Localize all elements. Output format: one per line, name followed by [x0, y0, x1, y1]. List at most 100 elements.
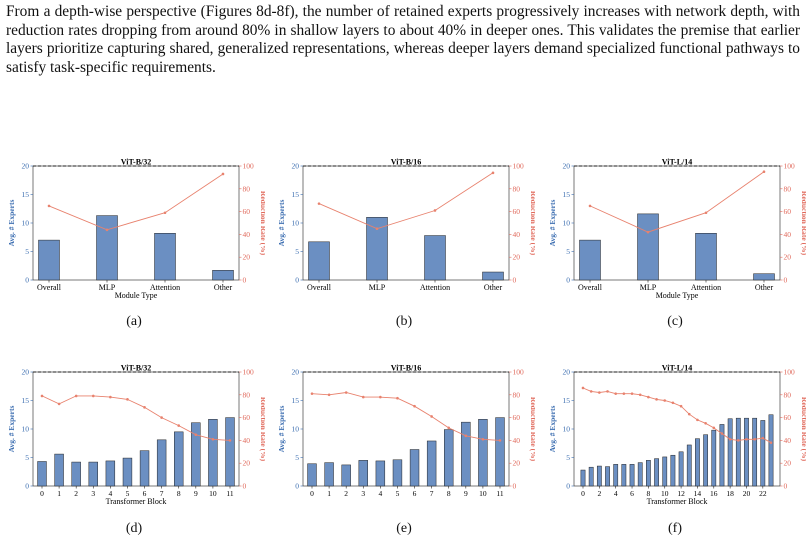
x-tick-label: 16	[710, 489, 718, 498]
x-tick-label: 6	[143, 489, 147, 498]
bar-11	[670, 454, 676, 487]
y2-axis-label: Reduction Rate (%)	[529, 191, 535, 256]
bar-Overall	[579, 239, 601, 281]
reduction-rate-point-16	[712, 426, 716, 430]
bar-Attention	[424, 235, 446, 281]
x-tick-label: 10	[661, 489, 669, 498]
y2-tick-label: 80	[784, 184, 792, 193]
x-tick-label: 6	[413, 489, 417, 498]
y2-tick-label: 40	[784, 436, 792, 445]
y2-tick-label: 40	[784, 230, 792, 239]
y2-tick-label: 60	[513, 207, 521, 216]
reduction-rate-point-1	[327, 393, 331, 397]
reduction-rate-point-Attention	[433, 209, 437, 212]
y-tick-label: 0	[25, 276, 29, 285]
x-tick-label: Other	[755, 283, 774, 292]
x-tick-label: Overall	[37, 283, 62, 292]
reduction-rate-point-Attention	[704, 211, 708, 215]
x-tick-label: Overall	[307, 283, 332, 292]
chart-panel-b: ViT-B/16 0 5 10 15 20 0 20 40 60 80 100 Overall MLP At…	[270, 158, 538, 308]
reduction-rate-point-2	[344, 391, 348, 394]
y-tick-label: 10	[22, 219, 30, 228]
reduction-rate-line	[311, 392, 501, 441]
bar-8	[174, 431, 184, 487]
chart-svg-f: ViT-L/14 0 5 10 15 20 0 20 40 60 80 100 0 2 4 6 8 10 12 14 1…	[548, 364, 806, 507]
bar-9	[654, 458, 659, 487]
y2-tick-label: 20	[513, 459, 521, 468]
reduction-rate-point-4	[614, 392, 617, 395]
y-tick-label: 10	[292, 219, 300, 228]
x-tick-label: 8	[447, 489, 451, 498]
y2-tick-label: 0	[784, 276, 788, 285]
x-tick-label: 8	[177, 489, 181, 498]
bar-2	[596, 465, 602, 487]
bar-Overall	[38, 239, 60, 281]
reduction-rate-point-12	[679, 404, 683, 408]
y2-tick-label: 0	[784, 482, 788, 491]
y2-tick-label: 100	[513, 368, 525, 377]
bar-15	[703, 434, 708, 487]
x-tick-label: 20	[743, 489, 751, 498]
bar-6	[409, 449, 420, 487]
y2-tick-label: 0	[513, 482, 517, 491]
bar-0	[37, 461, 47, 487]
x-tick-label: 11	[226, 489, 233, 498]
bar-Other	[753, 273, 775, 281]
y-axis-label: Avg. # Experts	[7, 406, 16, 453]
plot-frame	[573, 165, 781, 281]
x-tick-label: 1	[57, 489, 61, 498]
bar-3	[358, 460, 368, 487]
x-axis-label: Module Type	[115, 291, 158, 300]
bar-8	[444, 429, 454, 487]
x-tick-label: 5	[126, 489, 130, 498]
reduction-rate-point-7	[160, 416, 163, 419]
reduction-rate-point-8	[647, 395, 650, 399]
bar-8	[646, 460, 651, 487]
bar-0	[580, 469, 586, 487]
reduction-rate-point-1	[57, 402, 61, 406]
x-tick-label: Attention	[691, 283, 721, 292]
x-tick-label: 8	[647, 489, 651, 498]
x-tick-label: 2	[597, 489, 601, 498]
y-tick-label: 5	[295, 247, 299, 256]
reduction-rate-point-Overall	[588, 204, 592, 208]
reduction-rate-point-15	[704, 422, 707, 425]
bar-22	[760, 420, 766, 487]
bar-5	[621, 464, 627, 487]
bar-MLP	[637, 213, 659, 281]
x-tick-label: Other	[484, 283, 503, 292]
bar-5	[392, 459, 403, 487]
chart-title: ViT-B/32	[121, 364, 152, 373]
x-tick-label: 0	[40, 489, 44, 498]
y2-tick-label: 100	[513, 162, 525, 171]
reduction-rate-point-MLP	[375, 227, 379, 230]
y2-tick-label: 100	[784, 162, 796, 171]
plot-frame	[573, 371, 781, 487]
y2-tick-label: 20	[784, 459, 792, 468]
chart-svg-c: ViT-L/14 0 5 10 15 20 0 20 40 60 80 100 Overall MLP At…	[548, 158, 806, 301]
bar-11	[225, 417, 235, 487]
reduction-rate-point-5	[622, 392, 626, 395]
bar-10	[478, 419, 488, 487]
x-tick-label: MLP	[640, 283, 657, 292]
reduction-rate-point-14	[696, 418, 699, 422]
y2-tick-label: 40	[243, 230, 251, 239]
plot-frame	[302, 371, 510, 487]
reduction-rate-point-7	[638, 393, 642, 397]
y-tick-label: 20	[563, 368, 571, 377]
bar-19	[735, 417, 741, 487]
y-tick-label: 15	[22, 190, 30, 199]
reduction-rate-point-13	[687, 412, 691, 416]
reduction-rate-point-5	[126, 398, 129, 401]
y2-tick-label: 0	[243, 276, 247, 285]
chart-panel-e: ViT-B/16 0 5 10 15 20 0 20 40 60 80 100 0 1 2 3 4 5 6 7 8 9 10…	[270, 364, 538, 514]
y2-tick-label: 80	[243, 390, 251, 399]
plot-frame	[32, 371, 240, 487]
bar-4	[375, 460, 386, 487]
chart-panel-d: Full Experts (20)Avg. # ExpertsReduction…	[0, 352, 269, 514]
reduction-rate-point-10	[211, 437, 215, 441]
y-tick-label: 15	[292, 396, 300, 405]
x-tick-label: 2	[344, 489, 348, 498]
body-paragraph: From a depth-wise perspective (Figures 8…	[6, 3, 800, 76]
bar-Other	[212, 270, 234, 281]
